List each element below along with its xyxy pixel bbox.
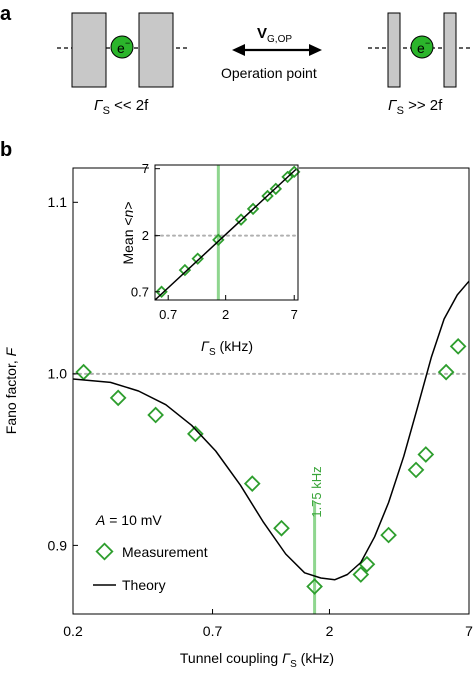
inset-measurement-point [178, 263, 192, 277]
main-measurement-point [380, 526, 397, 544]
inset-plot-frame [154, 164, 299, 301]
main-measurement-point [358, 555, 376, 573]
inset-y-tick-label: 0.7 [131, 284, 149, 299]
legend: Measurement Theory [93, 542, 208, 593]
inset-y-tick-label: 7 [142, 161, 149, 176]
inset-y-label-symbol: n [120, 209, 136, 217]
main-x-tick-label: 2 [326, 623, 334, 639]
inset-series-layer [154, 165, 301, 301]
inset-y-label-suffix: > [120, 201, 136, 209]
main-x-tick-label: 0.2 [63, 623, 83, 639]
vline-annotation: 1.75 kHz [309, 466, 324, 517]
main-measurement-point [352, 566, 370, 583]
inset-x-axis-label: ΓS (kHz) [201, 338, 253, 358]
main-measurement-point [437, 363, 455, 381]
main-x-tick-label: 0.7 [203, 623, 223, 639]
panel-a: a e − ΓS << 2f VG,OP Operation point e [0, 3, 470, 117]
inset-x-tick-label: 0.7 [159, 307, 177, 322]
main-measurement-point [306, 578, 323, 595]
arrow-caption: Operation point [221, 65, 317, 81]
left-barrier-1 [71, 12, 107, 88]
main-measurement-point [407, 461, 425, 479]
inset-x-label-suffix: (kHz) [216, 338, 253, 354]
amplitude-value: = 10 mV [105, 512, 162, 528]
main-measurement-point [449, 338, 467, 355]
gamma-subscript: S [397, 105, 404, 117]
electron-icon [110, 35, 134, 59]
inset-theory-line [154, 168, 297, 301]
electron-superscript: − [425, 38, 430, 48]
main-measurement-point [417, 446, 435, 463]
arrow-label: VG,OP [257, 25, 292, 45]
panel-a-letter: a [0, 3, 12, 25]
main-x-tick-label: 7 [465, 623, 473, 639]
inset-chart: 0.7 2 7 0.7 2 7 ΓS (kHz) Mean <n> [120, 161, 301, 358]
panel-b: b [0, 139, 12, 161]
gamma-symbol: Γ [94, 97, 104, 114]
right-condition: ΓS >> 2f [388, 97, 443, 117]
arrow-label-main: V [257, 25, 267, 42]
main-measurement-point [147, 406, 164, 424]
left-device: e − ΓS << 2f [57, 12, 188, 117]
legend-diamond-icon [95, 542, 114, 561]
operation-point-arrow: VG,OP Operation point [221, 25, 322, 81]
electron-label: e [117, 40, 125, 56]
main-measurement-point [75, 363, 92, 381]
inset-measurement-point [212, 233, 225, 247]
amplitude-annotation: A = 10 mV [95, 512, 162, 528]
main-measurement-point [243, 475, 261, 492]
x-label-sub: S [290, 659, 297, 670]
inset-measurement-point [155, 285, 168, 298]
left-condition: ΓS << 2f [94, 97, 149, 117]
y-label-symbol: F [3, 346, 19, 356]
inset-y-label-prefix: Mean < [120, 217, 136, 264]
right-device: e − ΓS >> 2f [368, 12, 470, 117]
electron-label: e [417, 40, 425, 56]
amplitude-symbol: A [95, 512, 105, 528]
right-barrier-1 [387, 12, 401, 88]
arrow-head-right-icon [309, 44, 322, 56]
inset-measurement-point [191, 252, 204, 265]
inset-y-tick-label: 2 [142, 228, 149, 243]
inset-x-label-sub: S [209, 347, 216, 358]
arrow-head-left-icon [232, 44, 245, 56]
electron-icon [410, 35, 434, 59]
main-chart: 0.2 0.7 2 70.91.01.1 Tunnel coupling ΓS (kH… [3, 167, 474, 670]
left-barrier-2 [138, 12, 174, 88]
main-x-axis-label: Tunnel coupling ΓS (kHz) [180, 650, 334, 670]
arrow-label-sub: G,OP [267, 34, 292, 45]
main-measurement-point [109, 389, 127, 407]
x-label-suffix: (kHz) [297, 650, 334, 666]
inset-y-axis-label: Mean <n> [120, 201, 136, 264]
main-y-tick-label: 0.9 [48, 537, 68, 553]
legend-theory-label: Theory [122, 577, 166, 593]
legend-measurement-label: Measurement [122, 544, 208, 560]
left-relation: << 2f [110, 97, 149, 114]
right-barrier-2 [443, 12, 457, 88]
inset-x-tick-label: 7 [291, 307, 298, 322]
main-y-axis-label: Fano factor, F [3, 346, 19, 434]
main-ticks-layer: 0.2 0.7 2 7 0.9 1.0 1.1 [48, 194, 474, 639]
x-label-symbol: Γ [282, 650, 291, 666]
inset-ticks-layer: 0.7 2 7 0.7 2 7 [131, 161, 298, 322]
inset-x-label-symbol: Γ [201, 338, 210, 354]
inset-x-tick-label: 2 [222, 307, 229, 322]
gamma-subscript: S [103, 105, 110, 117]
gamma-symbol: Γ [388, 97, 398, 114]
x-label-prefix: Tunnel coupling [180, 650, 282, 666]
main-theory-line [72, 280, 470, 581]
main-measurement-point [187, 425, 204, 443]
inset-measurement-point [288, 165, 301, 179]
main-y-tick-label: 1.0 [48, 366, 68, 382]
right-relation: >> 2f [404, 97, 443, 114]
electron-superscript: − [125, 38, 130, 48]
main-series-layer [72, 280, 470, 595]
main-measurement-point [273, 519, 290, 537]
panel-b-letter: b [0, 139, 12, 161]
main-y-tick-label: 1.1 [48, 194, 68, 210]
y-label-prefix: Fano factor, [3, 356, 19, 434]
